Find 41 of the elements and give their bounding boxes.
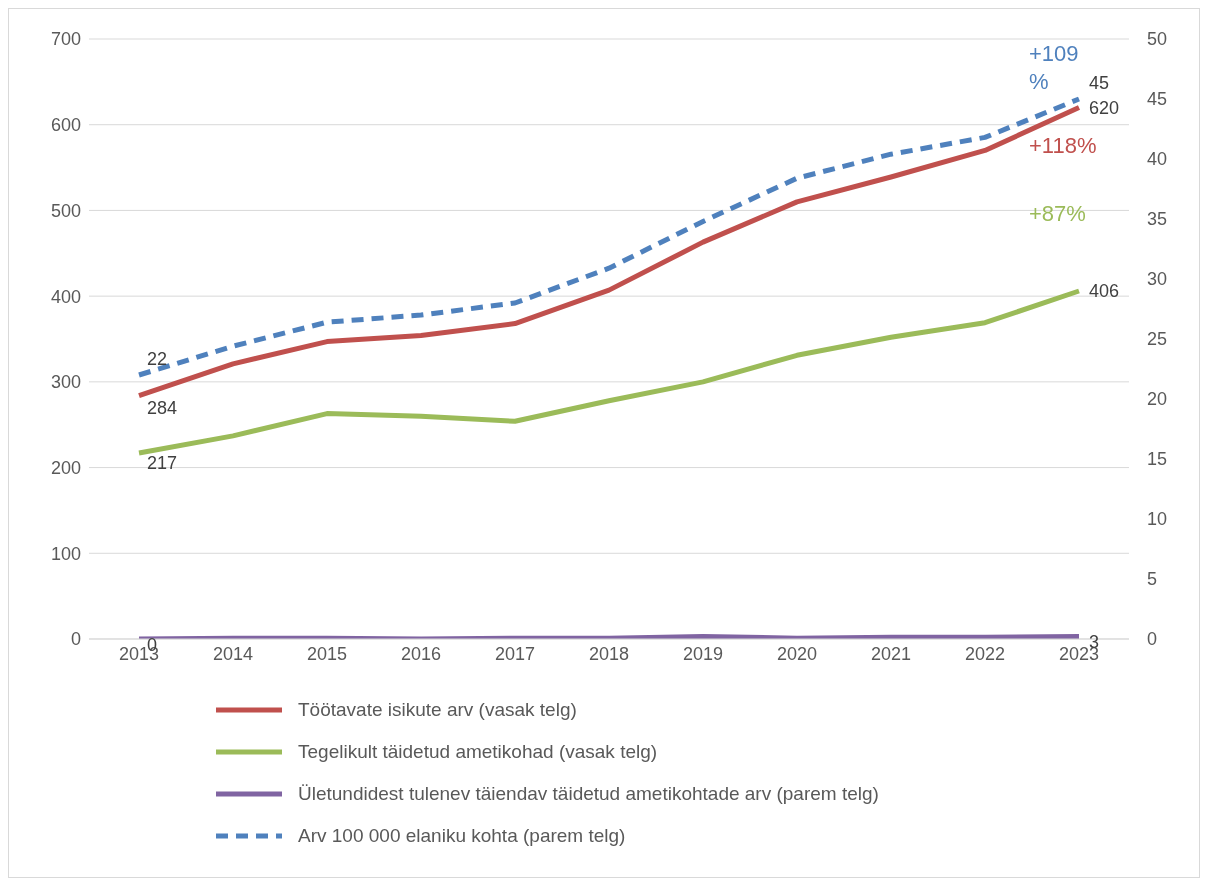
y-tick-label: 200 — [50, 457, 81, 478]
x-tick-label: 2022 — [964, 643, 1006, 664]
data-label: 22 — [147, 349, 168, 369]
y2-tick-label: 30 — [1147, 269, 1168, 290]
annotation: +118% — [1029, 132, 1097, 158]
y2-tick-label: 20 — [1147, 389, 1168, 410]
y2-tick-label: 5 — [1147, 569, 1158, 590]
y-tick-label: 0 — [70, 629, 81, 650]
y-tick-label: 300 — [50, 372, 81, 393]
data-label: 217 — [147, 453, 178, 473]
x-tick-label: 2018 — [588, 643, 630, 664]
annotation: +87% — [1029, 201, 1086, 226]
y-tick-label: 700 — [50, 29, 81, 50]
data-label: 406 — [1089, 281, 1120, 301]
y-tick-label: 100 — [50, 543, 81, 564]
x-tick-label: 2015 — [306, 643, 348, 664]
y2-tick-label: 40 — [1147, 149, 1168, 170]
y-tick-label: 500 — [50, 200, 81, 221]
legend-label: Ületundidest tulenev täiendav täidetud ametikohtade arv (parem telg) — [298, 783, 879, 805]
legend-label: Tegelikult täidetud ametikohad (vasak telg) — [298, 741, 658, 763]
y2-tick-label: 25 — [1147, 329, 1168, 350]
y-tick-label: 400 — [50, 286, 81, 307]
data-label: 284 — [147, 397, 178, 418]
x-tick-label: 2017 — [494, 643, 536, 664]
annotation: +109 % — [1029, 41, 1079, 94]
y2-tick-label: 50 — [1147, 29, 1168, 50]
y2-tick-label: 35 — [1147, 209, 1168, 230]
x-tick-label: 2020 — [776, 643, 818, 664]
x-tick-label: 2014 — [212, 643, 254, 664]
legend-label: Töötavate isikute arv (vasak telg) — [298, 699, 577, 721]
y2-tick-label: 45 — [1147, 89, 1168, 110]
x-tick-label: 2019 — [682, 643, 724, 664]
legend-label: Arv 100 000 elaniku kohta (parem telg) — [298, 825, 626, 847]
y2-tick-label: 10 — [1147, 509, 1168, 530]
y2-tick-label: 15 — [1147, 449, 1168, 470]
x-tick-label: 2016 — [400, 643, 442, 664]
data-label: 45 — [1089, 73, 1110, 93]
y-tick-label: 600 — [50, 115, 81, 136]
x-tick-label: 2021 — [870, 643, 912, 664]
data-label: 620 — [1089, 97, 1120, 118]
y2-tick-label: 0 — [1147, 629, 1158, 650]
